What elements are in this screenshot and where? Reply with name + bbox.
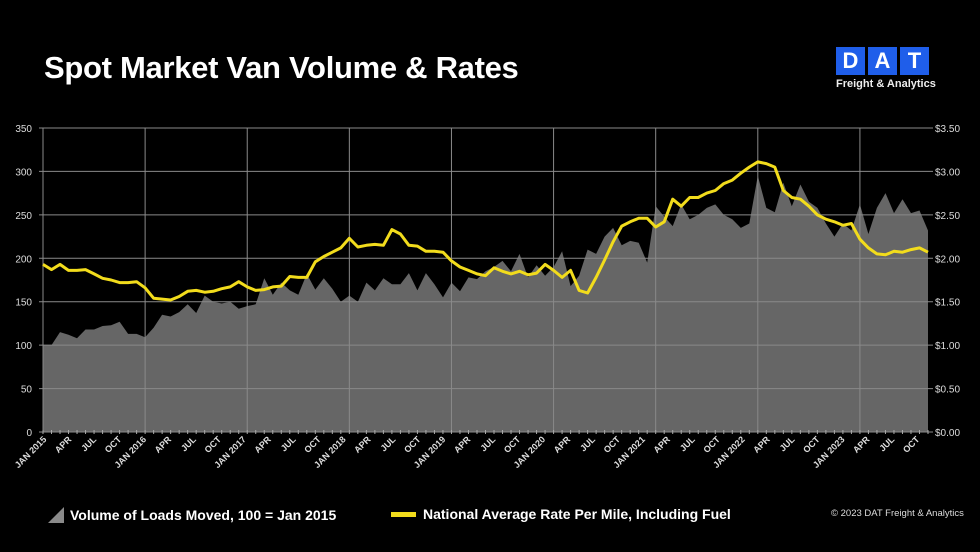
- y-left-tick-label: 50: [21, 385, 33, 396]
- x-tick-label: OCT: [701, 434, 722, 455]
- x-tick-label: JUL: [379, 434, 398, 453]
- x-tick-label: APR: [651, 434, 672, 455]
- x-tick-label: OCT: [302, 434, 323, 455]
- rate-line: [42, 160, 929, 302]
- y-right-tick-label: $3.00: [935, 167, 960, 178]
- y-right-tick-label: $0.00: [935, 428, 960, 439]
- x-tick-label: OCT: [103, 434, 124, 455]
- y-right-tick-label: $2.50: [935, 211, 960, 222]
- y-left-tick-label: 350: [15, 124, 32, 135]
- x-tick-label: APR: [53, 434, 74, 455]
- x-tick-label: APR: [452, 434, 473, 455]
- copyright: © 2023 DAT Freight & Analytics: [831, 508, 964, 519]
- x-tick-label: APR: [851, 434, 872, 455]
- x-tick-label: APR: [552, 434, 573, 455]
- volume-legend-swatch-icon: [48, 507, 64, 523]
- logo-letter: T: [900, 47, 929, 75]
- legend-rate: National Average Rate Per Mile, Includin…: [391, 506, 731, 522]
- x-tick-label: OCT: [203, 434, 224, 455]
- y-right-tick-label: $0.50: [935, 385, 960, 396]
- x-tick-label: OCT: [502, 434, 523, 455]
- logo-letter: D: [836, 47, 865, 75]
- legend-volume-label: Volume of Loads Moved, 100 = Jan 2015: [70, 507, 337, 523]
- y-left-tick-label: 150: [15, 298, 32, 309]
- logo-letter: A: [868, 47, 897, 75]
- x-tick-label: APR: [352, 434, 373, 455]
- y-left-tick-label: 300: [15, 167, 32, 178]
- x-tick-label: APR: [153, 434, 174, 455]
- x-tick-label: APR: [751, 434, 772, 455]
- logo-subtitle: Freight & Analytics: [836, 78, 936, 90]
- x-tick-label: OCT: [801, 434, 822, 455]
- x-tick-label: JUL: [179, 434, 198, 453]
- y-right-tick-label: $2.00: [935, 254, 960, 265]
- chart-title: Spot Market Van Volume & Rates: [44, 50, 519, 85]
- x-tick-label: OCT: [901, 434, 922, 455]
- x-tick-label: JUL: [478, 434, 497, 453]
- legend-volume: Volume of Loads Moved, 100 = Jan 2015: [46, 506, 336, 524]
- rate-legend-swatch-icon: [391, 511, 416, 517]
- x-tick-label: JUL: [79, 434, 98, 453]
- y-right-tick-label: $1.50: [935, 298, 960, 309]
- x-tick-label: OCT: [402, 434, 423, 455]
- x-tick-label: JUL: [578, 434, 597, 453]
- x-tick-label: JUL: [877, 434, 896, 453]
- x-tick-label: APR: [252, 434, 273, 455]
- x-tick-label: JUL: [279, 434, 298, 453]
- volume-area: [43, 175, 928, 433]
- y-left-tick-label: 0: [26, 428, 32, 439]
- legend-rate-label: National Average Rate Per Mile, Includin…: [423, 506, 731, 522]
- y-left-tick-label: 200: [15, 254, 32, 265]
- y-right-tick-label: $3.50: [935, 124, 960, 135]
- dat-logo: D A T Freight & Analytics: [836, 47, 936, 90]
- y-right-tick-label: $1.00: [935, 341, 960, 352]
- x-tick-label: JUL: [678, 434, 697, 453]
- x-tick-label: OCT: [602, 434, 623, 455]
- x-tick-label: JUL: [778, 434, 797, 453]
- y-left-tick-label: 100: [15, 341, 32, 352]
- y-left-tick-label: 250: [15, 211, 32, 222]
- x-tick-label: JAN 2015: [13, 434, 49, 470]
